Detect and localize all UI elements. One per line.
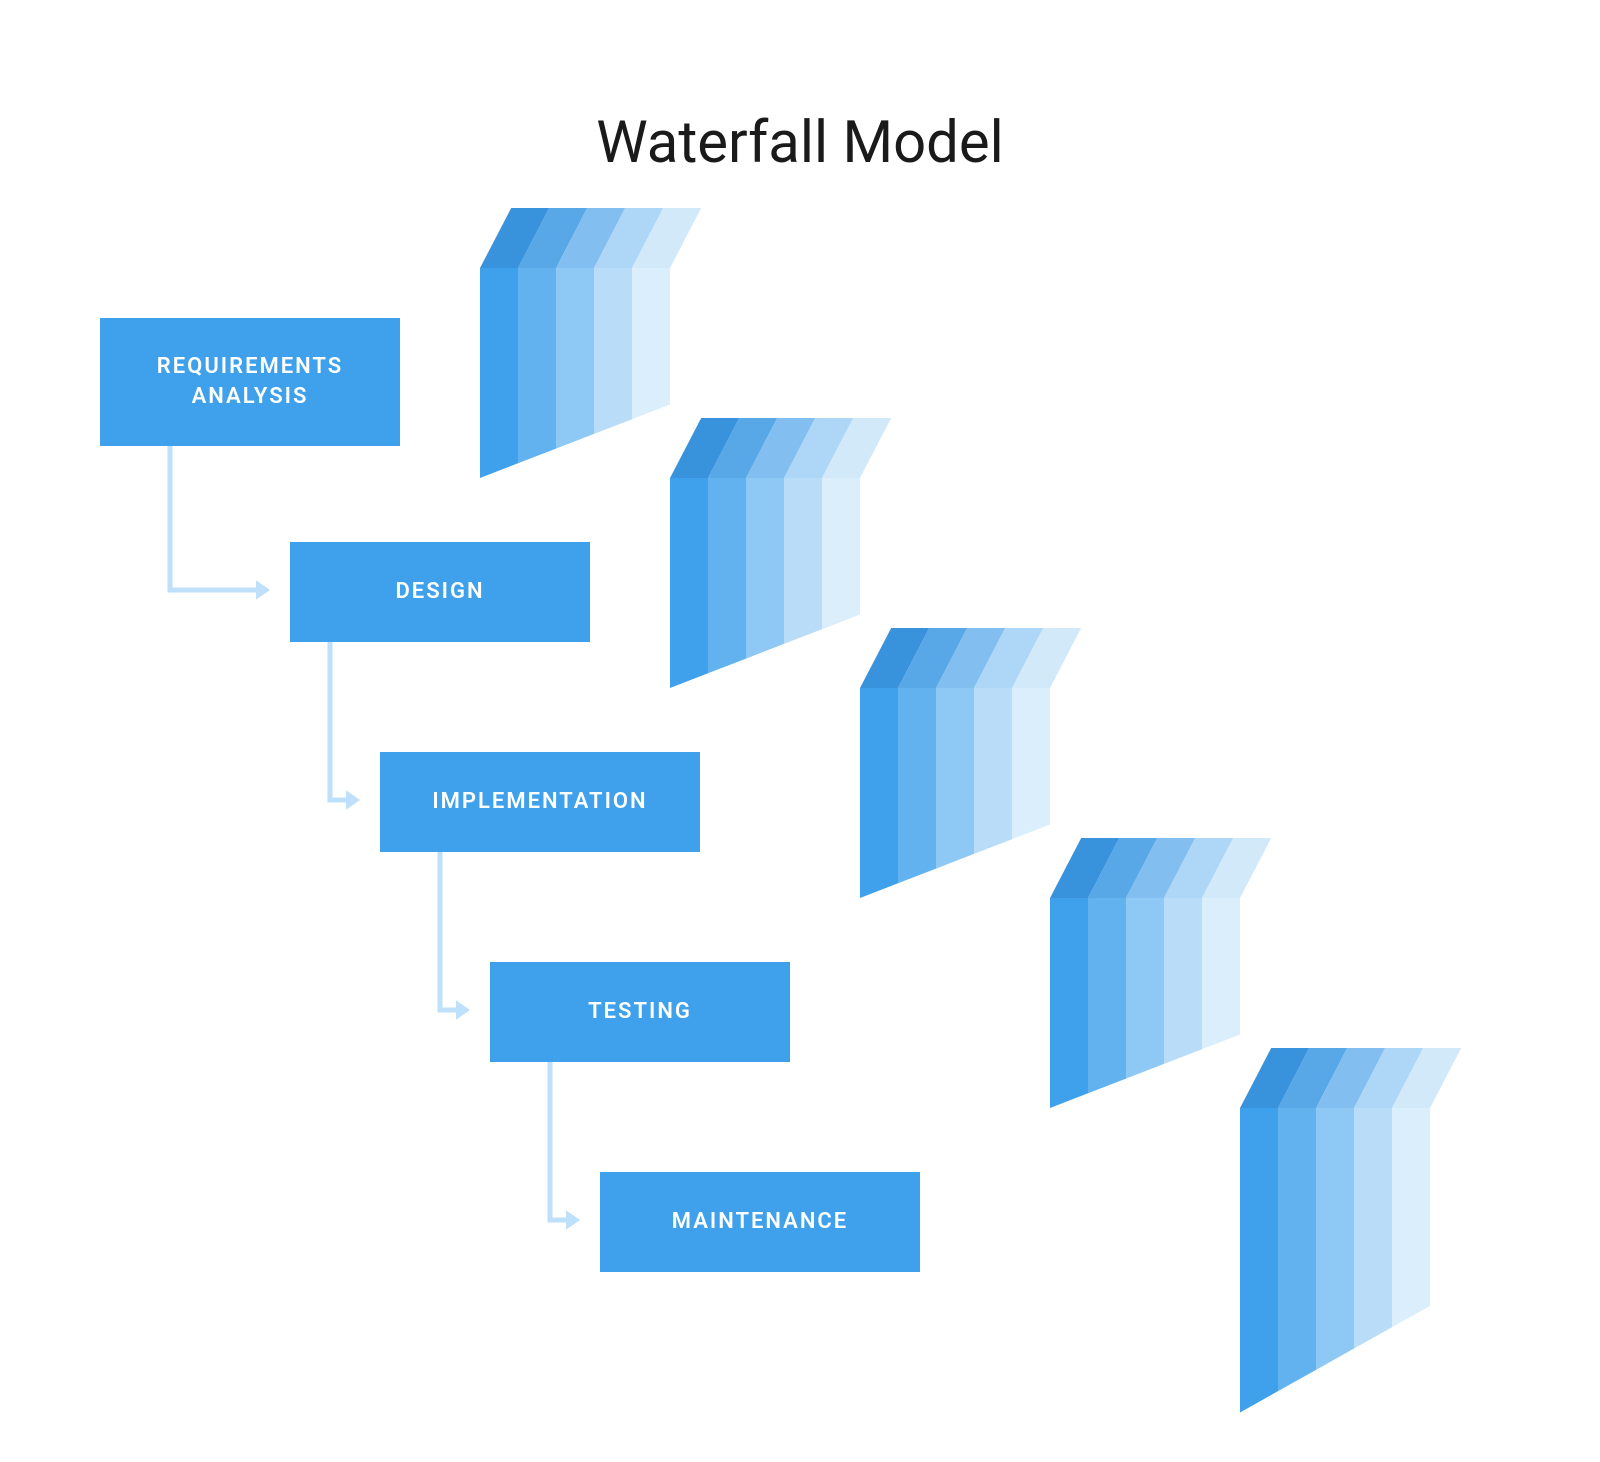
waterfall-riser [1012,688,1050,839]
waterfall-tread [708,418,777,478]
waterfall-tread [1012,628,1081,688]
waterfall-riser [974,688,1012,854]
waterfall-riser [480,268,518,478]
waterfall-tread [1392,1048,1461,1108]
waterfall-riser [898,688,936,883]
stage-label: IMPLEMENTATION [432,787,647,817]
arrowhead-icon [346,790,360,810]
waterfall-riser [670,478,708,688]
diagram-canvas: Waterfall Model REQUIREMENTSANALYSIS DESI… [0,0,1600,1462]
waterfall-tread [1050,838,1119,898]
stage-label: MAINTENANCE [672,1207,848,1237]
waterfall-riser [1316,1108,1354,1370]
waterfall-riser [1354,1108,1392,1349]
flow-arrow-0 [170,446,270,600]
waterfall-riser [1126,898,1164,1079]
waterfall-riser [784,478,822,644]
waterfall-riser [1240,1108,1278,1413]
stage-label: DESIGN [395,577,484,607]
arrowhead-icon [456,1000,470,1020]
stage-box-2: IMPLEMENTATION [380,752,700,852]
stage-box-3: TESTING [490,962,790,1062]
waterfall-riser [1088,898,1126,1093]
arrowhead-icon [256,580,270,600]
stage-label: REQUIREMENTSANALYSIS [157,352,343,411]
waterfall-tread [1240,1048,1309,1108]
flow-arrow-1 [330,642,360,810]
arrowhead-icon [566,1210,580,1230]
waterfall-tread [1202,838,1271,898]
waterfall-tread [556,208,625,268]
waterfall-riser [518,268,556,463]
waterfall-riser [1278,1108,1316,1391]
waterfall-riser [632,268,670,419]
waterfall-tread [936,628,1005,688]
stage-label: TESTING [588,997,692,1027]
waterfall-tread [1126,838,1195,898]
waterfall-riser [556,268,594,449]
stage-box-4: MAINTENANCE [600,1172,920,1272]
waterfall-tread [1316,1048,1385,1108]
waterfall-tread [1164,838,1233,898]
waterfall-tread [974,628,1043,688]
waterfall-riser [1164,898,1202,1064]
waterfall-tread [632,208,701,268]
waterfall-tread [670,418,739,478]
waterfall-tread [1278,1048,1347,1108]
waterfall-riser [746,478,784,659]
waterfall-tread [784,418,853,478]
diagram-title: Waterfall Model [0,109,1600,177]
waterfall-riser [936,688,974,869]
stage-box-1: DESIGN [290,542,590,642]
waterfall-tread [822,418,891,478]
waterfall-tread [1088,838,1157,898]
waterfall-tread [518,208,587,268]
waterfall-riser [1050,898,1088,1108]
flow-arrow-2 [440,852,470,1020]
waterfall-riser [708,478,746,673]
waterfall-riser [1392,1108,1430,1327]
stage-box-0: REQUIREMENTSANALYSIS [100,318,400,446]
waterfall-riser [860,688,898,898]
flow-arrow-3 [550,1062,580,1230]
waterfall-tread [480,208,549,268]
waterfall-riser [822,478,860,629]
waterfall-riser [1202,898,1240,1049]
waterfall-tread [860,628,929,688]
waterfall-tread [1354,1048,1423,1108]
waterfall-riser [594,268,632,434]
waterfall-tread [898,628,967,688]
waterfall-tread [746,418,815,478]
waterfall-tread [594,208,663,268]
